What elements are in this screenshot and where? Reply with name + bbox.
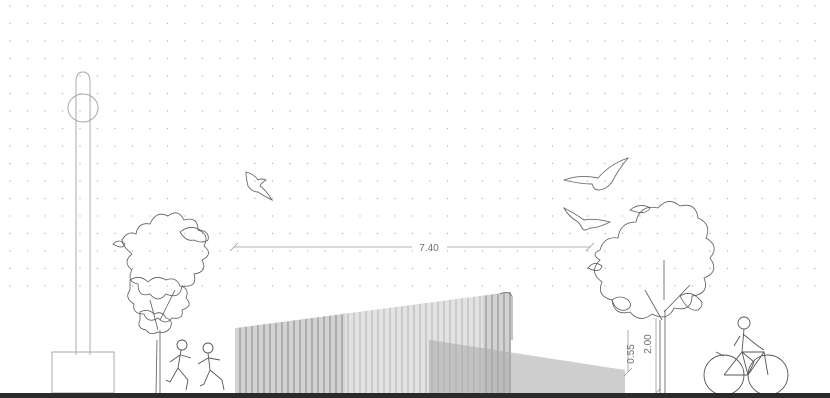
width-dimension-label: 7.40 [419, 243, 439, 254]
bird-icon [562, 206, 612, 231]
lamp-post-icon [51, 71, 115, 394]
height-large-label: 2.00 [643, 334, 654, 354]
bird-icon [245, 171, 274, 202]
tree-icon [587, 201, 715, 393]
cyclist-icon [703, 316, 789, 396]
dot-grid [9, 5, 816, 287]
ground-line [0, 393, 830, 398]
width-dimension [229, 242, 595, 252]
running-child-icon [197, 342, 225, 391]
running-child-icon [165, 339, 192, 391]
bird-icon [562, 157, 630, 191]
slatted-pavilion [235, 292, 625, 393]
tree-icon [112, 212, 209, 394]
height-small-label: 0.55 [626, 344, 637, 364]
